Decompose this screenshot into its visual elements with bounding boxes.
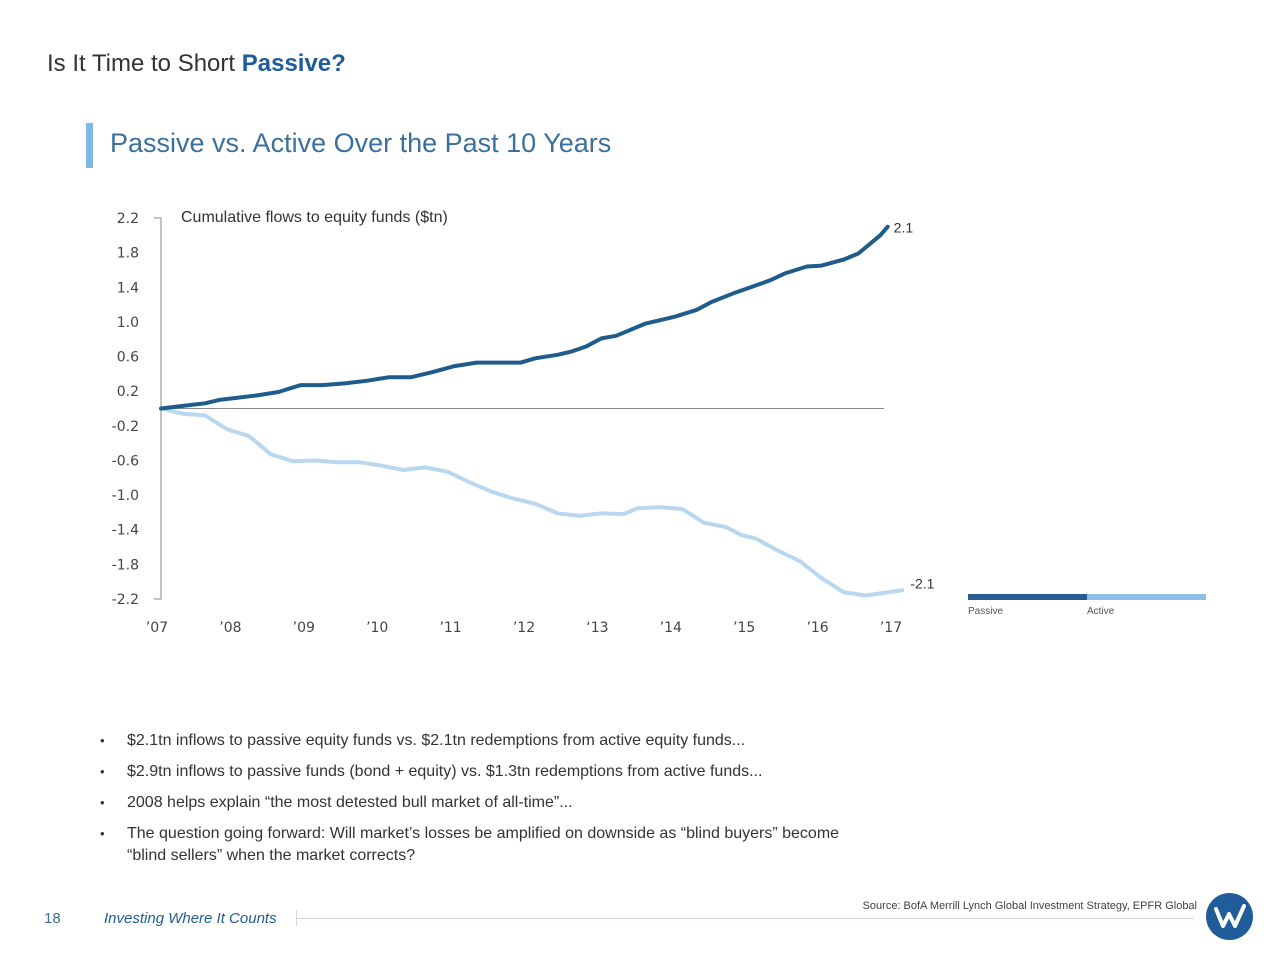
title-plain: Is It Time to Short [47,50,236,77]
bullet-text: 2008 helps explain “the most detested bu… [127,794,573,811]
legend-swatch-active [1087,594,1206,600]
bullet-item: • $2.9tn inflows to passive funds (bond +… [100,761,860,783]
y-tick-label: 0.6 [117,350,139,366]
y-tick-label: 2.2 [117,211,139,227]
bullet-marker: • [100,764,105,779]
passive-series-line [159,224,890,411]
subtitle-accent-bar [86,123,93,168]
x-tick-label: ’17 [880,620,902,636]
y-tick-label: 1.0 [117,315,139,331]
legend-label-passive: Passive [968,606,1003,617]
x-tick-label: ’08 [219,620,241,636]
x-tick-label: ’15 [733,620,755,636]
series-lines [159,224,905,598]
page-number: 18 [44,910,61,927]
y-tick-label: 1.8 [117,246,139,262]
y-tick-label: -0.6 [112,453,139,469]
x-tick-label: ’12 [513,620,535,636]
title-emphasis: Passive? [241,50,346,77]
x-tick-label: ’16 [806,620,828,636]
page-title: Is It Time to Short Passive? [47,50,346,78]
bullet-text: $2.9tn inflows to passive funds (bond + … [127,763,763,780]
chart-legend: Passive Active [968,594,1206,617]
active-series-line [159,406,905,598]
x-tick-label: ‘13 [586,620,608,636]
x-axis-ticks: ’07 ’08 ’09 ’10 ’11 ’12 ‘13 ’14 ’15 ’16 ’17 [146,620,902,636]
source-note: Source: BofA Merrill Lynch Global Invest… [862,900,1197,912]
y-tick-label: -1.0 [112,488,139,504]
y-tick-label: -1.8 [112,557,139,573]
y-axis-ticks: 2.2 1.8 1.4 1.0 0.6 0.2 -0.2 -0.6 -1.0 -1.4 -1.8 -2… [112,211,139,608]
x-tick-label: ’10 [366,620,388,636]
bullet-marker: • [100,733,105,748]
passive-end-label: 2.1 [894,220,914,236]
chart-subtitle: Passive vs. Active Over the Past 10 Year… [110,128,612,158]
bullet-marker: • [100,795,105,810]
active-end-label: -2.1 [910,575,934,591]
legend-swatch-passive [968,594,1087,600]
legend-label-active: Active [1087,606,1115,617]
flows-line-chart: 2.2 1.8 1.4 1.0 0.6 0.2 -0.2 -0.6 -1.0 -1.4 -1.8 -2… [112,209,1206,636]
y-tick-label: -0.2 [112,419,139,435]
x-tick-label: ’07 [146,620,168,636]
bullet-item: • $2.1tn inflows to passive equity funds … [100,730,860,752]
chart-annotation: Cumulative flows to equity funds ($tn) [181,209,448,226]
y-tick-label: 1.4 [117,280,139,296]
bullet-marker: • [100,826,105,841]
logo-mark-icon [1214,904,1246,928]
bullet-item: • The question going forward: Will market… [100,823,860,867]
footer-brand: Investing Where It Counts [104,910,277,927]
y-tick-label: -1.4 [112,523,139,539]
x-tick-label: ’14 [660,620,682,636]
bullet-item: • 2008 helps explain “the most detested b… [100,792,860,814]
company-logo [1206,893,1253,940]
footer-divider-line [296,918,1194,919]
series-end-labels: -2.1 2.1 [894,220,935,592]
bullet-text: The question going forward: Will market’… [127,825,840,864]
y-tick-label: -2.2 [112,592,139,608]
x-tick-label: ’11 [439,620,461,636]
bullet-list: • $2.1tn inflows to passive equity funds … [100,730,860,876]
x-tick-label: ’09 [293,620,315,636]
y-tick-label: 0.2 [117,384,139,400]
bullet-text: $2.1tn inflows to passive equity funds v… [127,732,746,749]
